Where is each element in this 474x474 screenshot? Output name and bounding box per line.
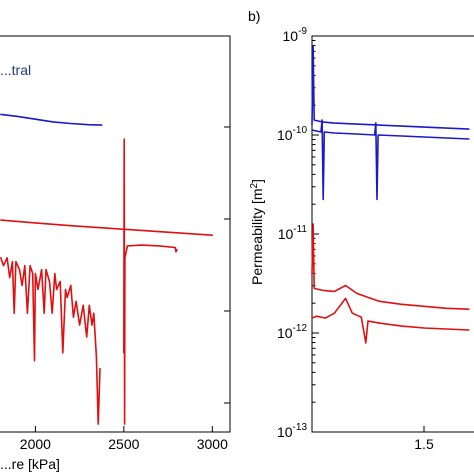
panel-a-x-tick-label: 2500 <box>108 436 139 452</box>
panel-b-y-tick-label: 10-12 <box>277 323 307 341</box>
panel-a-series-1 <box>0 219 214 236</box>
panel-a-series-2 <box>0 256 101 425</box>
panel-a-x-tick-label: 2000 <box>20 436 51 452</box>
panel-b-label: b) <box>248 8 260 24</box>
panel-a-series-3 <box>123 138 178 425</box>
panel-b-y-tick-label: 10-9 <box>283 26 308 44</box>
panel-b-series-group <box>311 45 470 344</box>
panel-b-y-tick-label: 10-13 <box>277 422 307 440</box>
panel-b-series-0 <box>311 45 470 130</box>
panel-a-x-tick-label: 3000 <box>197 436 228 452</box>
panel-b-x-tick-label: 1.5 <box>414 436 434 452</box>
panel-a-series-group <box>0 113 214 425</box>
panel-a-right-ticks <box>224 126 230 404</box>
panel-b-series-1 <box>311 119 470 201</box>
panel-b-y-tick-label: 10-11 <box>278 224 308 242</box>
panel-a-x-axis-label: ...re [kPa] <box>0 456 60 472</box>
panel-b-series-2 <box>311 223 470 311</box>
panel-b-x-ticks: 1.5 <box>414 426 434 452</box>
panel-b-y-axis-label: Permeability [m2] <box>249 179 265 285</box>
panel-b-y-tick-label: 10-10 <box>277 125 307 143</box>
panel-a-legend-label: ...tral <box>0 62 31 78</box>
panel-b-series-3 <box>311 297 470 344</box>
panel-b: b) 10-9 10-10 10-11 10-12 10-13 1.5 Permeabi… <box>248 8 474 452</box>
panel-a-frame <box>0 35 231 433</box>
panel-b-frame <box>311 35 474 433</box>
panel-a-x-ticks: 2000 2500 3000 <box>20 426 228 452</box>
panel-a: 2000 2500 3000 ...tral ...re [kPa] <box>0 35 231 472</box>
panel-a-series-0 <box>0 113 103 126</box>
